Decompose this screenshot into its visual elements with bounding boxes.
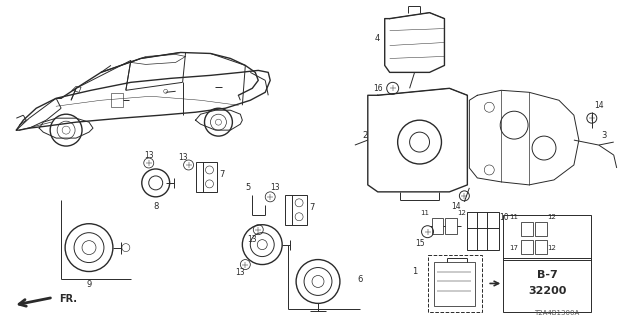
Text: B-7: B-7: [536, 270, 557, 281]
Text: 13: 13: [178, 153, 188, 162]
Bar: [503, 215, 591, 260]
Text: 12: 12: [548, 214, 556, 220]
Text: 14: 14: [594, 101, 604, 110]
Text: 8: 8: [153, 202, 159, 211]
Text: 16: 16: [373, 84, 383, 93]
Text: 7: 7: [309, 203, 315, 212]
Text: 7: 7: [220, 171, 225, 180]
Text: 12: 12: [548, 244, 556, 251]
Bar: [285, 195, 307, 225]
Bar: [521, 222, 533, 236]
Text: 10: 10: [499, 213, 509, 222]
Bar: [111, 93, 123, 107]
Text: 11: 11: [509, 214, 518, 220]
Bar: [431, 218, 444, 234]
Text: 11: 11: [420, 210, 429, 216]
Text: 13: 13: [144, 150, 154, 160]
Bar: [467, 212, 499, 250]
Text: 14: 14: [452, 202, 461, 211]
Text: 4: 4: [374, 34, 380, 43]
Text: 6: 6: [357, 275, 362, 284]
Text: 13: 13: [248, 235, 257, 244]
Bar: [428, 255, 483, 312]
Text: 13: 13: [236, 268, 245, 277]
Text: 9: 9: [86, 280, 92, 289]
Text: 15: 15: [415, 239, 424, 248]
Bar: [196, 162, 218, 192]
Text: 32200: 32200: [528, 286, 566, 296]
Text: 12: 12: [457, 210, 466, 216]
Bar: [535, 240, 547, 253]
Text: FR.: FR.: [59, 294, 77, 304]
Bar: [433, 261, 476, 306]
Bar: [535, 222, 547, 236]
Bar: [503, 258, 591, 312]
Bar: [445, 218, 458, 234]
Text: 17: 17: [509, 244, 518, 251]
Text: 3: 3: [601, 131, 607, 140]
Text: 1: 1: [412, 267, 417, 276]
Text: 2: 2: [362, 131, 367, 140]
Bar: [521, 240, 533, 253]
Text: 5: 5: [246, 183, 251, 192]
Text: 13: 13: [270, 183, 280, 192]
Text: T2A4B1300A: T2A4B1300A: [534, 310, 579, 316]
